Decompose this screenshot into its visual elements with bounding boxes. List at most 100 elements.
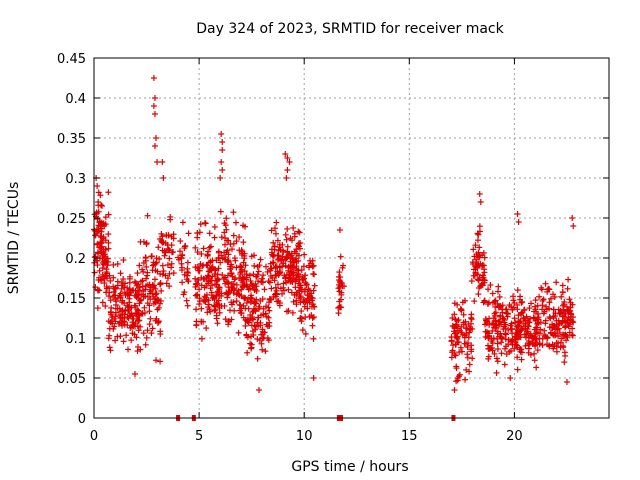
- data-point: [211, 234, 218, 241]
- data-point: [116, 312, 123, 319]
- data-point: [201, 284, 208, 291]
- data-point: [110, 325, 117, 332]
- data-point: [151, 276, 158, 283]
- data-point: [233, 298, 240, 305]
- data-point: [451, 330, 458, 337]
- data-point: [144, 212, 151, 219]
- data-point: [288, 289, 295, 296]
- data-point: [248, 295, 255, 302]
- data-point: [288, 270, 295, 277]
- data-point: [247, 278, 254, 285]
- data-point: [306, 296, 313, 303]
- data-point: [196, 229, 203, 236]
- data-point: [235, 329, 242, 336]
- data-point: [157, 297, 164, 304]
- data-point: [553, 348, 560, 355]
- data-point: [103, 266, 110, 273]
- data-point: [551, 293, 558, 300]
- data-point: [295, 228, 302, 235]
- data-point: [509, 306, 516, 313]
- data-point: [179, 279, 186, 286]
- data-point: [462, 318, 469, 325]
- data-point: [230, 240, 237, 247]
- data-point: [225, 251, 232, 258]
- data-point: [297, 294, 304, 301]
- data-point: [467, 320, 474, 327]
- data-point: [555, 321, 562, 328]
- data-point: [149, 325, 156, 332]
- data-point: [240, 239, 247, 246]
- data-point: [515, 318, 522, 325]
- data-point: [192, 275, 199, 282]
- data-point: [560, 342, 567, 349]
- data-point: [523, 313, 530, 320]
- data-point: [536, 293, 543, 300]
- data-point: [468, 311, 475, 318]
- data-point: [475, 231, 482, 238]
- data-point: [238, 286, 245, 293]
- data-point: [468, 278, 475, 285]
- data-point: [244, 349, 251, 356]
- data-point: [494, 346, 501, 353]
- data-point: [94, 287, 101, 294]
- data-point: [254, 336, 261, 343]
- data-point: [243, 274, 250, 281]
- data-point: [497, 318, 504, 325]
- data-point: [213, 312, 220, 319]
- data-point: [121, 289, 128, 296]
- data-point: [114, 278, 121, 285]
- data-point: [284, 243, 291, 250]
- data-point: [143, 263, 150, 270]
- data-point: [259, 279, 266, 286]
- data-point: [230, 209, 237, 216]
- data-point: [177, 238, 184, 245]
- data-point: [155, 318, 162, 325]
- data-point: [306, 313, 313, 320]
- data-point: [283, 308, 290, 315]
- data-point: [276, 302, 283, 309]
- data-point: [474, 237, 481, 244]
- data-point: [263, 321, 270, 328]
- data-point: [181, 243, 188, 250]
- data-point: [283, 236, 290, 243]
- data-point: [276, 255, 283, 262]
- data-point: [337, 253, 344, 260]
- data-point: [471, 298, 478, 305]
- data-point: [146, 321, 153, 328]
- data-point: [549, 324, 556, 331]
- data-point: [525, 345, 532, 352]
- data-point: [298, 267, 305, 274]
- data-point: [139, 310, 146, 317]
- data-point: [265, 304, 272, 311]
- data-point: [211, 223, 218, 230]
- data-point: [98, 202, 105, 209]
- data-points: [91, 75, 577, 393]
- data-point: [208, 267, 215, 274]
- data-point: [453, 378, 460, 385]
- data-point: [296, 229, 303, 236]
- data-point: [256, 262, 263, 269]
- data-point: [456, 371, 463, 378]
- data-point: [110, 261, 117, 268]
- data-point: [150, 284, 157, 291]
- data-point: [300, 275, 307, 282]
- data-point: [166, 283, 173, 290]
- data-point: [523, 330, 530, 337]
- data-point: [148, 253, 155, 260]
- data-point: [274, 281, 281, 288]
- data-point: [200, 275, 207, 282]
- data-point: [499, 309, 506, 316]
- data-point: [225, 290, 232, 297]
- data-point: [491, 350, 498, 357]
- data-point: [184, 265, 191, 272]
- data-point: [513, 342, 520, 349]
- data-point: [311, 271, 318, 278]
- data-point: [494, 328, 501, 335]
- data-point: [511, 315, 518, 322]
- data-point: [498, 339, 505, 346]
- data-point: [107, 297, 114, 304]
- data-point: [498, 333, 505, 340]
- data-point: [135, 327, 142, 334]
- data-point: [144, 327, 151, 334]
